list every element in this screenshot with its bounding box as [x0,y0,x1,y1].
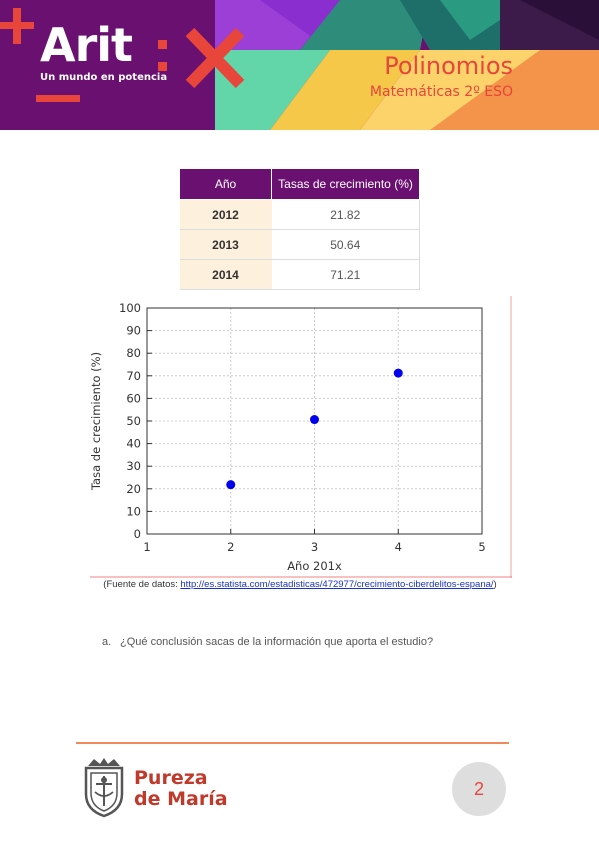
footer-brand: Pureza de María [134,768,228,810]
y-tick-label: 70 [126,369,141,383]
school-crest-icon [84,758,124,818]
x-tick-label: 3 [311,540,318,554]
x-tick-label: 2 [227,540,234,554]
y-tick-label: 90 [126,324,141,338]
table-row: 2014 71.21 [179,259,420,290]
column-header-year: Año [179,168,272,200]
page-number: 2 [452,762,506,816]
brand-line-2: de María [134,788,228,810]
footer-divider [76,742,509,744]
question-a: a. ¿Qué conclusión sacas de la informació… [102,636,433,648]
data-point [393,368,403,378]
header-title: Polinomios [384,52,513,80]
rate-cell: 71.21 [271,259,420,290]
brand-line-1: Pureza [134,767,208,789]
source-link[interactable]: http://es.statista.com/estadisticas/4729… [180,579,494,590]
y-tick-label: 60 [126,391,141,405]
year-cell: 2013 [179,229,272,260]
y-tick-label: 30 [126,459,141,473]
y-tick-label: 80 [126,346,141,360]
y-tick-label: 20 [126,482,141,496]
logo-tagline: Un mundo en potencia [40,72,168,83]
axis-ticks: 0 10 20 30 40 50 60 70 80 90 100 1 2 3 4 5 [119,301,486,554]
source-prefix: (Fuente de datos: [103,579,181,590]
y-tick-label: 100 [119,301,141,315]
x-tick-label: 5 [478,540,485,554]
question-text: ¿Qué conclusión sacas de la información … [120,636,434,648]
table-header-row: Año Tasas de crecimiento (%) [179,168,420,200]
y-tick-label: 10 [126,504,141,518]
chart-svg: 0 10 20 30 40 50 60 70 80 90 100 1 2 3 4 5 Año 201x Tas… [90,296,512,578]
source-suffix: ) [493,579,497,590]
question-letter: a. [102,636,112,648]
data-source: (Fuente de datos: http://es.statista.com… [90,578,510,591]
data-point [226,480,236,490]
growth-rate-table: Año Tasas de crecimiento (%) 2012 21.82 … [179,168,420,290]
y-axis-label: Tasa de crecimiento (%) [90,352,103,491]
x-tick-label: 4 [395,540,402,554]
year-cell: 2012 [179,199,272,230]
data-point [310,415,319,425]
y-tick-label: 0 [134,527,141,541]
x-axis-label: Año 201x [287,559,342,573]
logo-text: Arit [40,18,133,72]
year-cell: 2014 [179,259,272,290]
data-points [226,368,403,490]
x-tick-label: 1 [143,540,150,554]
rate-cell: 50.64 [271,229,420,260]
scatter-chart: 0 10 20 30 40 50 60 70 80 90 100 1 2 3 4 5 Año 201x Tas… [90,296,512,578]
table-row: 2012 21.82 [179,199,420,230]
header-subtitle: Matemáticas 2º ESO [369,84,513,100]
y-tick-label: 40 [126,437,141,451]
table-row: 2013 50.64 [179,229,420,260]
y-tick-label: 50 [126,414,141,428]
rate-cell: 21.82 [271,199,420,230]
column-header-rate: Tasas de crecimiento (%) [271,168,420,200]
header-decoration [0,0,599,130]
header-banner: Arit Un mundo en potencia Polinomios Mat… [0,0,599,130]
